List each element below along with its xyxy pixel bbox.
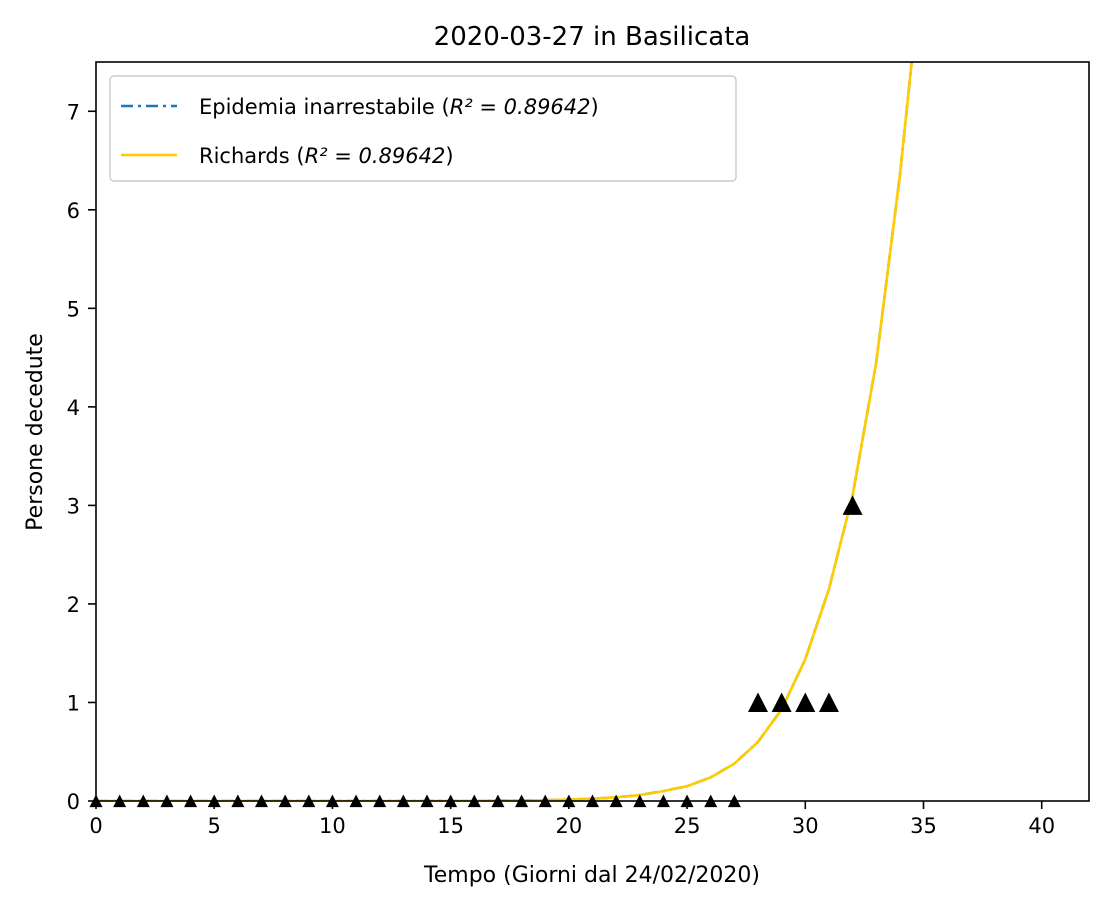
y-axis-label: Persone decedute: [23, 333, 48, 531]
y-tick-label: 4: [67, 396, 80, 420]
x-tick-label: 15: [437, 814, 464, 838]
x-tick-label: 5: [208, 814, 221, 838]
legend-box: [109, 75, 737, 182]
legend-label-richards: Richards (R² = 0.89642): [199, 144, 454, 168]
x-tick-label: 30: [792, 814, 819, 838]
observed-point: [842, 495, 863, 515]
chart-title: 2020-03-27 in Basilicata: [434, 22, 751, 52]
x-tick-label: 10: [319, 814, 346, 838]
x-tick-label: 40: [1028, 814, 1055, 838]
y-tick-label: 6: [67, 199, 80, 223]
x-tick-label: 20: [555, 814, 582, 838]
y-tick-label: 5: [67, 297, 80, 321]
x-axis-label: Tempo (Giorni dal 24/02/2020): [423, 863, 760, 888]
legend-label-epidemia: Epidemia inarrestabile (R² = 0.89642): [199, 95, 599, 119]
observed-point: [771, 692, 792, 712]
observed-point: [818, 692, 839, 712]
x-tick-label: 0: [89, 814, 102, 838]
x-tick-label: 35: [910, 814, 937, 838]
legend: Epidemia inarrestabile (R² = 0.89642) Ri…: [109, 75, 737, 182]
observed-point: [748, 692, 768, 712]
y-tick-label: 3: [67, 494, 80, 518]
observed-point: [795, 692, 816, 712]
plot-frame: [95, 61, 1090, 802]
x-tick-label: 25: [674, 814, 701, 838]
y-tick-label: 7: [67, 100, 80, 124]
y-tick-label: 2: [67, 593, 80, 617]
y-tick-label: 1: [67, 691, 80, 715]
y-tick-label: 0: [67, 790, 80, 814]
